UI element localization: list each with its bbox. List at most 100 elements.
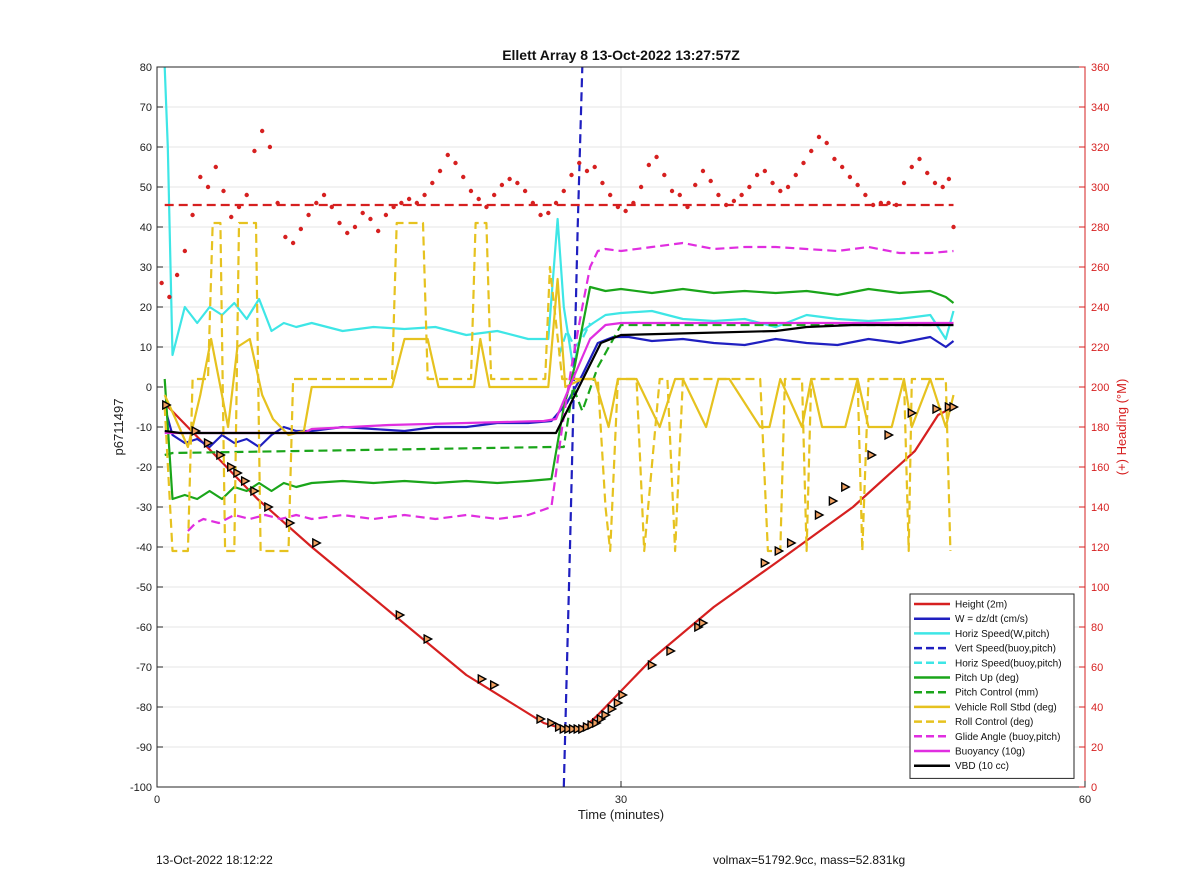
y2-tick-label: 0 (1091, 782, 1097, 794)
legend-entry: Vehicle Roll Stbd (deg) (955, 702, 1057, 713)
dive-marker (573, 723, 584, 735)
dive-marker (559, 723, 570, 735)
heading-point (236, 204, 242, 210)
y2-tick-label: 360 (1091, 62, 1109, 74)
dive-marker (607, 703, 618, 715)
dive-marker (618, 689, 629, 701)
heading-point (167, 294, 172, 300)
legend-box (909, 593, 1075, 779)
y-tick-label: 10 (140, 342, 152, 354)
dive-marker (240, 475, 251, 487)
heading-point (259, 128, 265, 134)
heading-point (778, 188, 783, 194)
heading-point (329, 204, 334, 210)
heading-point (747, 184, 752, 190)
y2-tick-label: 80 (1091, 622, 1103, 634)
dive-marker (841, 481, 851, 493)
series-line-vbd-10-cc (164, 323, 954, 435)
heading-point (855, 182, 860, 188)
dive-marker (191, 425, 202, 437)
y-tick-label: -30 (136, 502, 152, 514)
y2-tick-label: 60 (1091, 662, 1103, 674)
heading-point (229, 214, 234, 220)
y-tick-label: -70 (136, 662, 152, 674)
dive-marker (203, 437, 214, 449)
heading-point (306, 212, 311, 218)
heading-point (824, 140, 829, 146)
dive-marker (423, 633, 434, 645)
heading-point (283, 234, 288, 240)
heading-point (414, 200, 420, 206)
y-tick-label: 60 (140, 142, 152, 154)
dive-marker (884, 429, 895, 441)
heading-point (298, 226, 304, 232)
dive-marker (944, 401, 955, 413)
y2-tick-label: 300 (1091, 182, 1109, 194)
y2-axis-label: (+) Heading (°M) (1114, 379, 1129, 476)
heading-point (762, 168, 768, 174)
heading-point (901, 180, 907, 186)
y2-tick-label: 20 (1091, 742, 1103, 754)
heading-point (654, 154, 659, 160)
heading-point (190, 212, 195, 218)
heading-point (932, 180, 938, 186)
heading-point (182, 248, 188, 254)
y-axis-label: p6711497 (111, 399, 126, 456)
legend: Height (2m) W = dz/dt (cm/s) Horiz Speed(W… (909, 593, 1075, 779)
legend-entry: Pitch Up (deg) (955, 673, 1019, 684)
heading-point (870, 202, 876, 208)
heading-point (453, 160, 458, 166)
heading-point (693, 182, 698, 188)
heading-point (816, 134, 822, 140)
dive-marker (227, 461, 237, 473)
series-line-roll-control-deg (163, 221, 952, 553)
heading-point (685, 204, 690, 210)
heading-point (337, 220, 342, 226)
y-tick-label: -10 (136, 422, 152, 434)
heading-point (252, 148, 257, 154)
heading-point (793, 172, 798, 178)
heading-point (646, 162, 652, 168)
heading-point (484, 204, 489, 210)
heading-point (886, 200, 891, 206)
dive-marker (814, 509, 825, 521)
y-tick-label: 30 (140, 262, 152, 274)
y2-tick-label: 100 (1091, 582, 1109, 594)
heading-point (275, 200, 280, 206)
dive-marker (554, 721, 565, 733)
series-line-pitch-up-deg (163, 285, 955, 501)
x-axis-label: Time (minutes) (578, 807, 664, 822)
heading-point (708, 178, 713, 184)
heading-point (917, 156, 922, 162)
legend-entry: Roll Control (deg) (955, 717, 1033, 728)
heading-point (925, 170, 930, 176)
heading-point (476, 196, 481, 202)
dive-marker (774, 545, 785, 557)
heading-point (391, 204, 396, 210)
y-tick-label: 20 (140, 302, 152, 314)
heading-point (198, 174, 203, 180)
y-tick-label: -60 (136, 622, 152, 634)
dive-marker (587, 719, 598, 731)
series-line-buoyancy-10g (164, 321, 954, 435)
y2-tick-label: 340 (1091, 102, 1109, 114)
legend-entry: Height (2m) (955, 600, 1007, 611)
dive-marker (949, 401, 960, 413)
dive-marker (477, 673, 488, 685)
dive-marker (828, 495, 839, 507)
y-tick-label: -90 (136, 742, 152, 754)
heading-point (221, 188, 226, 194)
y-tick-label: -40 (136, 542, 152, 554)
heading-point (345, 230, 350, 236)
heading-point (352, 224, 358, 230)
dive-marker (582, 721, 593, 733)
heading-point (507, 176, 512, 182)
heading-point (546, 210, 551, 216)
dive-marker (536, 713, 547, 725)
heading-point (577, 160, 582, 166)
heading-point (607, 192, 613, 198)
y2-tick-label: 120 (1091, 542, 1109, 554)
heading-point (461, 174, 466, 180)
heading-point (468, 188, 474, 194)
